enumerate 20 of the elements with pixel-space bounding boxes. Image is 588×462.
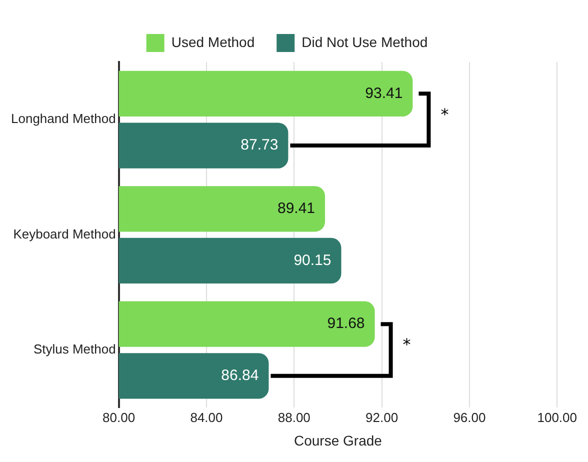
x-axis-title: Course Grade (294, 432, 382, 448)
legend-label: Used Method (171, 34, 255, 50)
y-tick-label: Stylus Method (33, 342, 116, 357)
data-label: 86.84 (221, 367, 259, 384)
data-label: 89.41 (277, 200, 316, 218)
x-tick-label: 92.00 (366, 410, 398, 425)
x-tick-label: 100.00 (537, 410, 577, 425)
data-label: 91.68 (327, 315, 365, 332)
x-tick-label: 96.00 (453, 410, 486, 425)
data-label: 87.73 (240, 136, 278, 154)
annotation: * (440, 104, 449, 124)
x-tick-label: 84.00 (190, 410, 223, 425)
y-tick-label: Longhand Method (11, 111, 116, 126)
data-label: 93.41 (365, 84, 403, 102)
data-label: 90.15 (294, 252, 332, 269)
y-tick-label: Keyboard Method (13, 226, 116, 242)
legend-label: Did Not Use Method (302, 34, 428, 50)
x-tick-label: 88.00 (278, 410, 310, 425)
annotation: * (402, 335, 411, 354)
x-tick-label: 80.00 (102, 410, 136, 425)
